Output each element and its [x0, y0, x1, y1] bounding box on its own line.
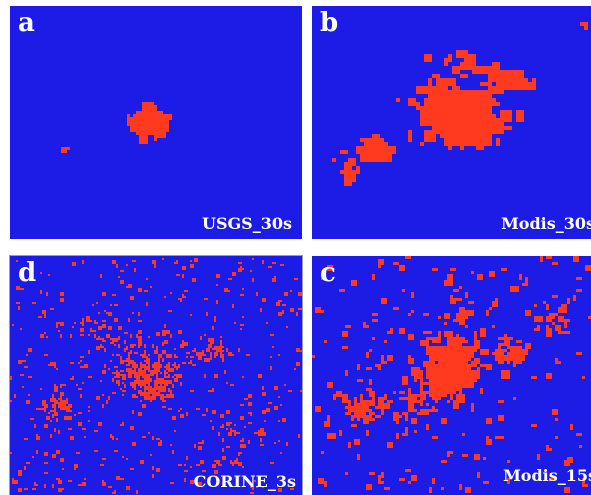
panel-caption: Modis_30s [501, 214, 591, 233]
panel-letter: d [18, 258, 37, 288]
map-panel-c: c Modis_15s [312, 256, 591, 495]
map-panel-b: b Modis_30s [312, 6, 591, 239]
panel-letter: c [320, 258, 336, 288]
urban-extent-map-b [312, 6, 591, 239]
urban-extent-map-a [10, 6, 302, 239]
panel-caption: CORINE_3s [193, 472, 296, 491]
panel-caption: Modis_15s [503, 466, 591, 485]
urban-pixels [61, 102, 172, 153]
urban-pixels [312, 256, 591, 493]
urban-pixels [10, 258, 302, 494]
map-panel-a: a USGS_30s [10, 6, 302, 239]
urban-pixels [332, 22, 588, 186]
panel-letter: a [18, 8, 35, 38]
urban-extent-map-d [10, 256, 302, 495]
panel-letter: b [320, 8, 339, 38]
panel-caption: USGS_30s [202, 214, 292, 233]
map-panel-d: d CORINE_3s [9, 255, 303, 495]
urban-extent-map-c [312, 256, 591, 495]
